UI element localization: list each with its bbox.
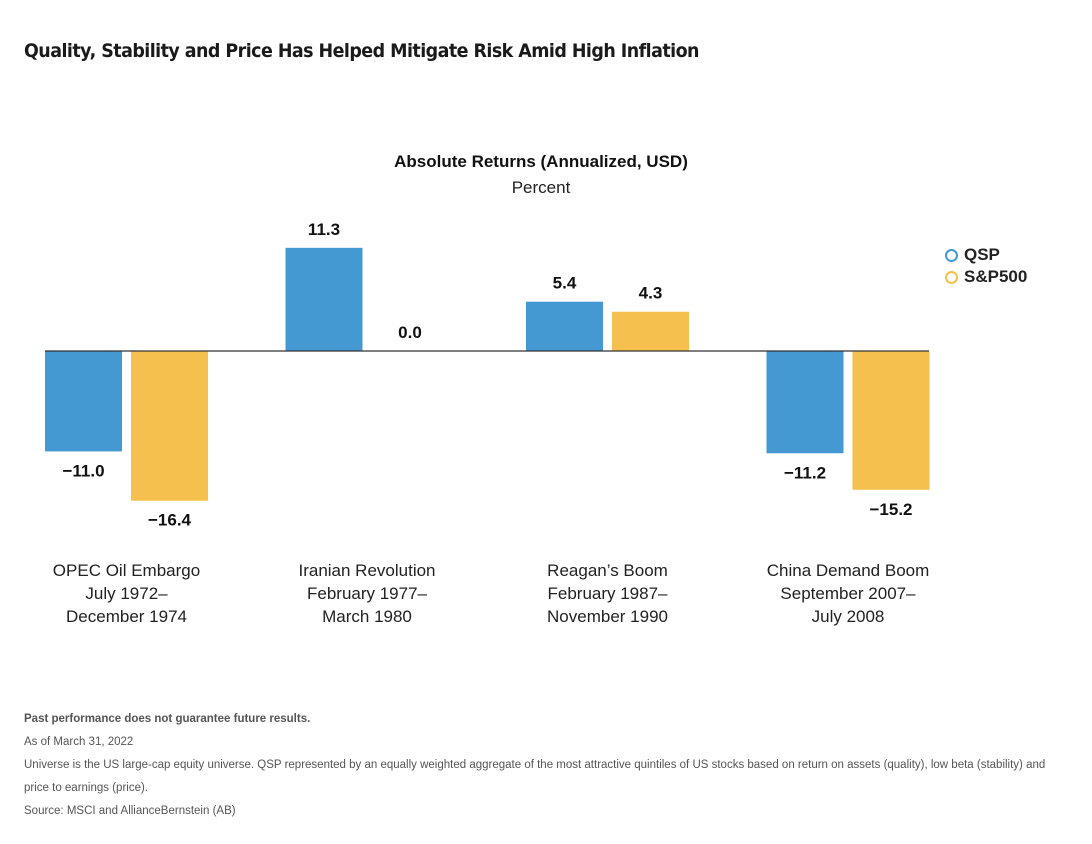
legend: QSP S&P500	[945, 244, 1027, 288]
data-label-s-p500-reagan-s-boom: 4.3	[639, 284, 663, 303]
bar-qsp-reagan-s-boom	[526, 301, 603, 351]
legend-marker-sp500-icon	[945, 270, 958, 284]
category-label-line: OPEC Oil Embargo	[52, 561, 201, 580]
data-label-qsp-reagan-s-boom: 5.4	[553, 274, 577, 293]
bar-qsp-opec-oil-embargo	[45, 351, 122, 452]
legend-label-sp500: S&P500	[964, 267, 1028, 286]
data-label-qsp-china-demand-boom: −11.2	[784, 463, 826, 482]
category-label-china-demand-boom: China Demand Boom September 2007– July 200…	[728, 559, 968, 628]
legend-label-qsp: QSP	[964, 245, 1000, 264]
footnote-source: Source: MSCI and AllianceBernstein (AB)	[24, 805, 236, 817]
footnote-as-of: As of March 31, 2022	[24, 736, 134, 748]
footnotes: Past performance does not guarantee futu…	[24, 708, 1069, 823]
chart-title: Absolute Returns (Annualized, USD)	[394, 152, 688, 171]
footnote-disclaimer: Past performance does not guarantee futu…	[24, 713, 311, 725]
category-label-line: February 1977–	[306, 584, 428, 603]
bar-qsp-iranian-revolution	[285, 247, 363, 351]
category-label-line: Iranian Revolution	[298, 561, 436, 580]
data-label-s-p500-opec-oil-embargo: −16.4	[148, 511, 192, 530]
data-label-qsp-iranian-revolution: 11.3	[308, 220, 340, 239]
category-label-line: December 1974	[66, 607, 187, 626]
category-label-line: September 2007–	[780, 584, 916, 603]
category-label-opec-oil-embargo: OPEC Oil Embargo July 1972– December 1974	[7, 559, 247, 628]
data-label-s-p500-iranian-revolution: 0.0	[398, 323, 422, 342]
category-label-line: March 1980	[322, 607, 412, 626]
bar-s-p500-opec-oil-embargo	[131, 351, 208, 501]
bar-s-p500-reagan-s-boom	[612, 311, 689, 351]
data-label-qsp-opec-oil-embargo: −11.0	[62, 461, 104, 480]
category-label-line: Reagan’s Boom	[547, 561, 668, 580]
bar-qsp-china-demand-boom	[766, 351, 844, 454]
category-label-line: China Demand Boom	[766, 561, 930, 580]
category-label-line: July 1972–	[85, 584, 168, 603]
legend-item-qsp: QSP	[945, 244, 1027, 266]
legend-item-sp500: S&P500	[945, 266, 1027, 288]
category-label-line: February 1987–	[547, 584, 668, 603]
category-label-line: July 2008	[811, 607, 885, 626]
bar-s-p500-china-demand-boom	[852, 351, 930, 490]
category-label-reagan-s-boom: Reagan’s Boom February 1987– November 1990	[488, 559, 728, 628]
legend-marker-qsp-icon	[945, 248, 958, 262]
category-label-iranian-revolution: Iranian Revolution February 1977– March 19…	[247, 559, 487, 628]
chart-subtitle: Percent	[511, 178, 571, 197]
data-label-s-p500-china-demand-boom: −15.2	[869, 500, 912, 519]
category-label-line: November 1990	[547, 607, 668, 626]
footnote-universe: Universe is the US large-cap equity univ…	[24, 759, 1046, 794]
page-title: Quality, Stability and Price Has Helped …	[24, 40, 699, 62]
